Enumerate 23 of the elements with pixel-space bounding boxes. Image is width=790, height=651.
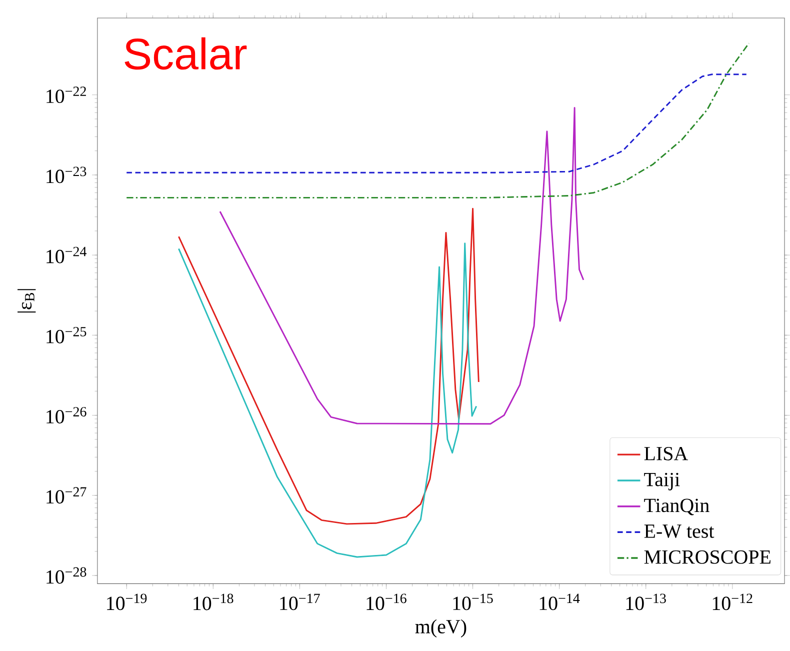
x-tick-label: 10$^{−13}$ — [626, 594, 666, 610]
y-tick-label: 10$^{−28}$ — [46, 567, 86, 584]
y-tick-label: 10$^{−27}$ — [46, 487, 86, 504]
y-axis-title: |ε$_{B}$| — [18, 289, 36, 313]
x-axis-title: m(eV) — [415, 620, 466, 638]
x-tick-label: 10$^{−18}$ — [194, 594, 234, 610]
y-tick-label: 10$^{−24}$ — [46, 247, 86, 264]
x-tick-label: 10$^{−15}$ — [453, 594, 493, 610]
legend-label: MICROSCOPE — [644, 550, 770, 564]
x-tick-label: 10$^{−19}$ — [107, 594, 147, 610]
x-tick-label: 10$^{−14}$ — [540, 594, 580, 610]
chart-title: Scalar — [124, 38, 247, 70]
y-tick-label: 10$^{−22}$ — [46, 86, 86, 104]
legend-label: TianQin — [644, 498, 710, 516]
legend-label: Taiji — [644, 473, 680, 491]
legend-label: E-W test — [644, 524, 714, 538]
x-tick-label: 10$^{−17}$ — [280, 594, 320, 610]
x-tick-label: 10$^{−16}$ — [366, 594, 406, 610]
y-tick-label: 10$^{−26}$ — [46, 407, 86, 424]
y-tick-label: 10$^{−25}$ — [46, 327, 86, 344]
y-tick-label: 10$^{−23}$ — [46, 166, 86, 184]
legend-label: LISA — [644, 447, 688, 461]
x-tick-label: 10$^{−12}$ — [712, 594, 752, 610]
